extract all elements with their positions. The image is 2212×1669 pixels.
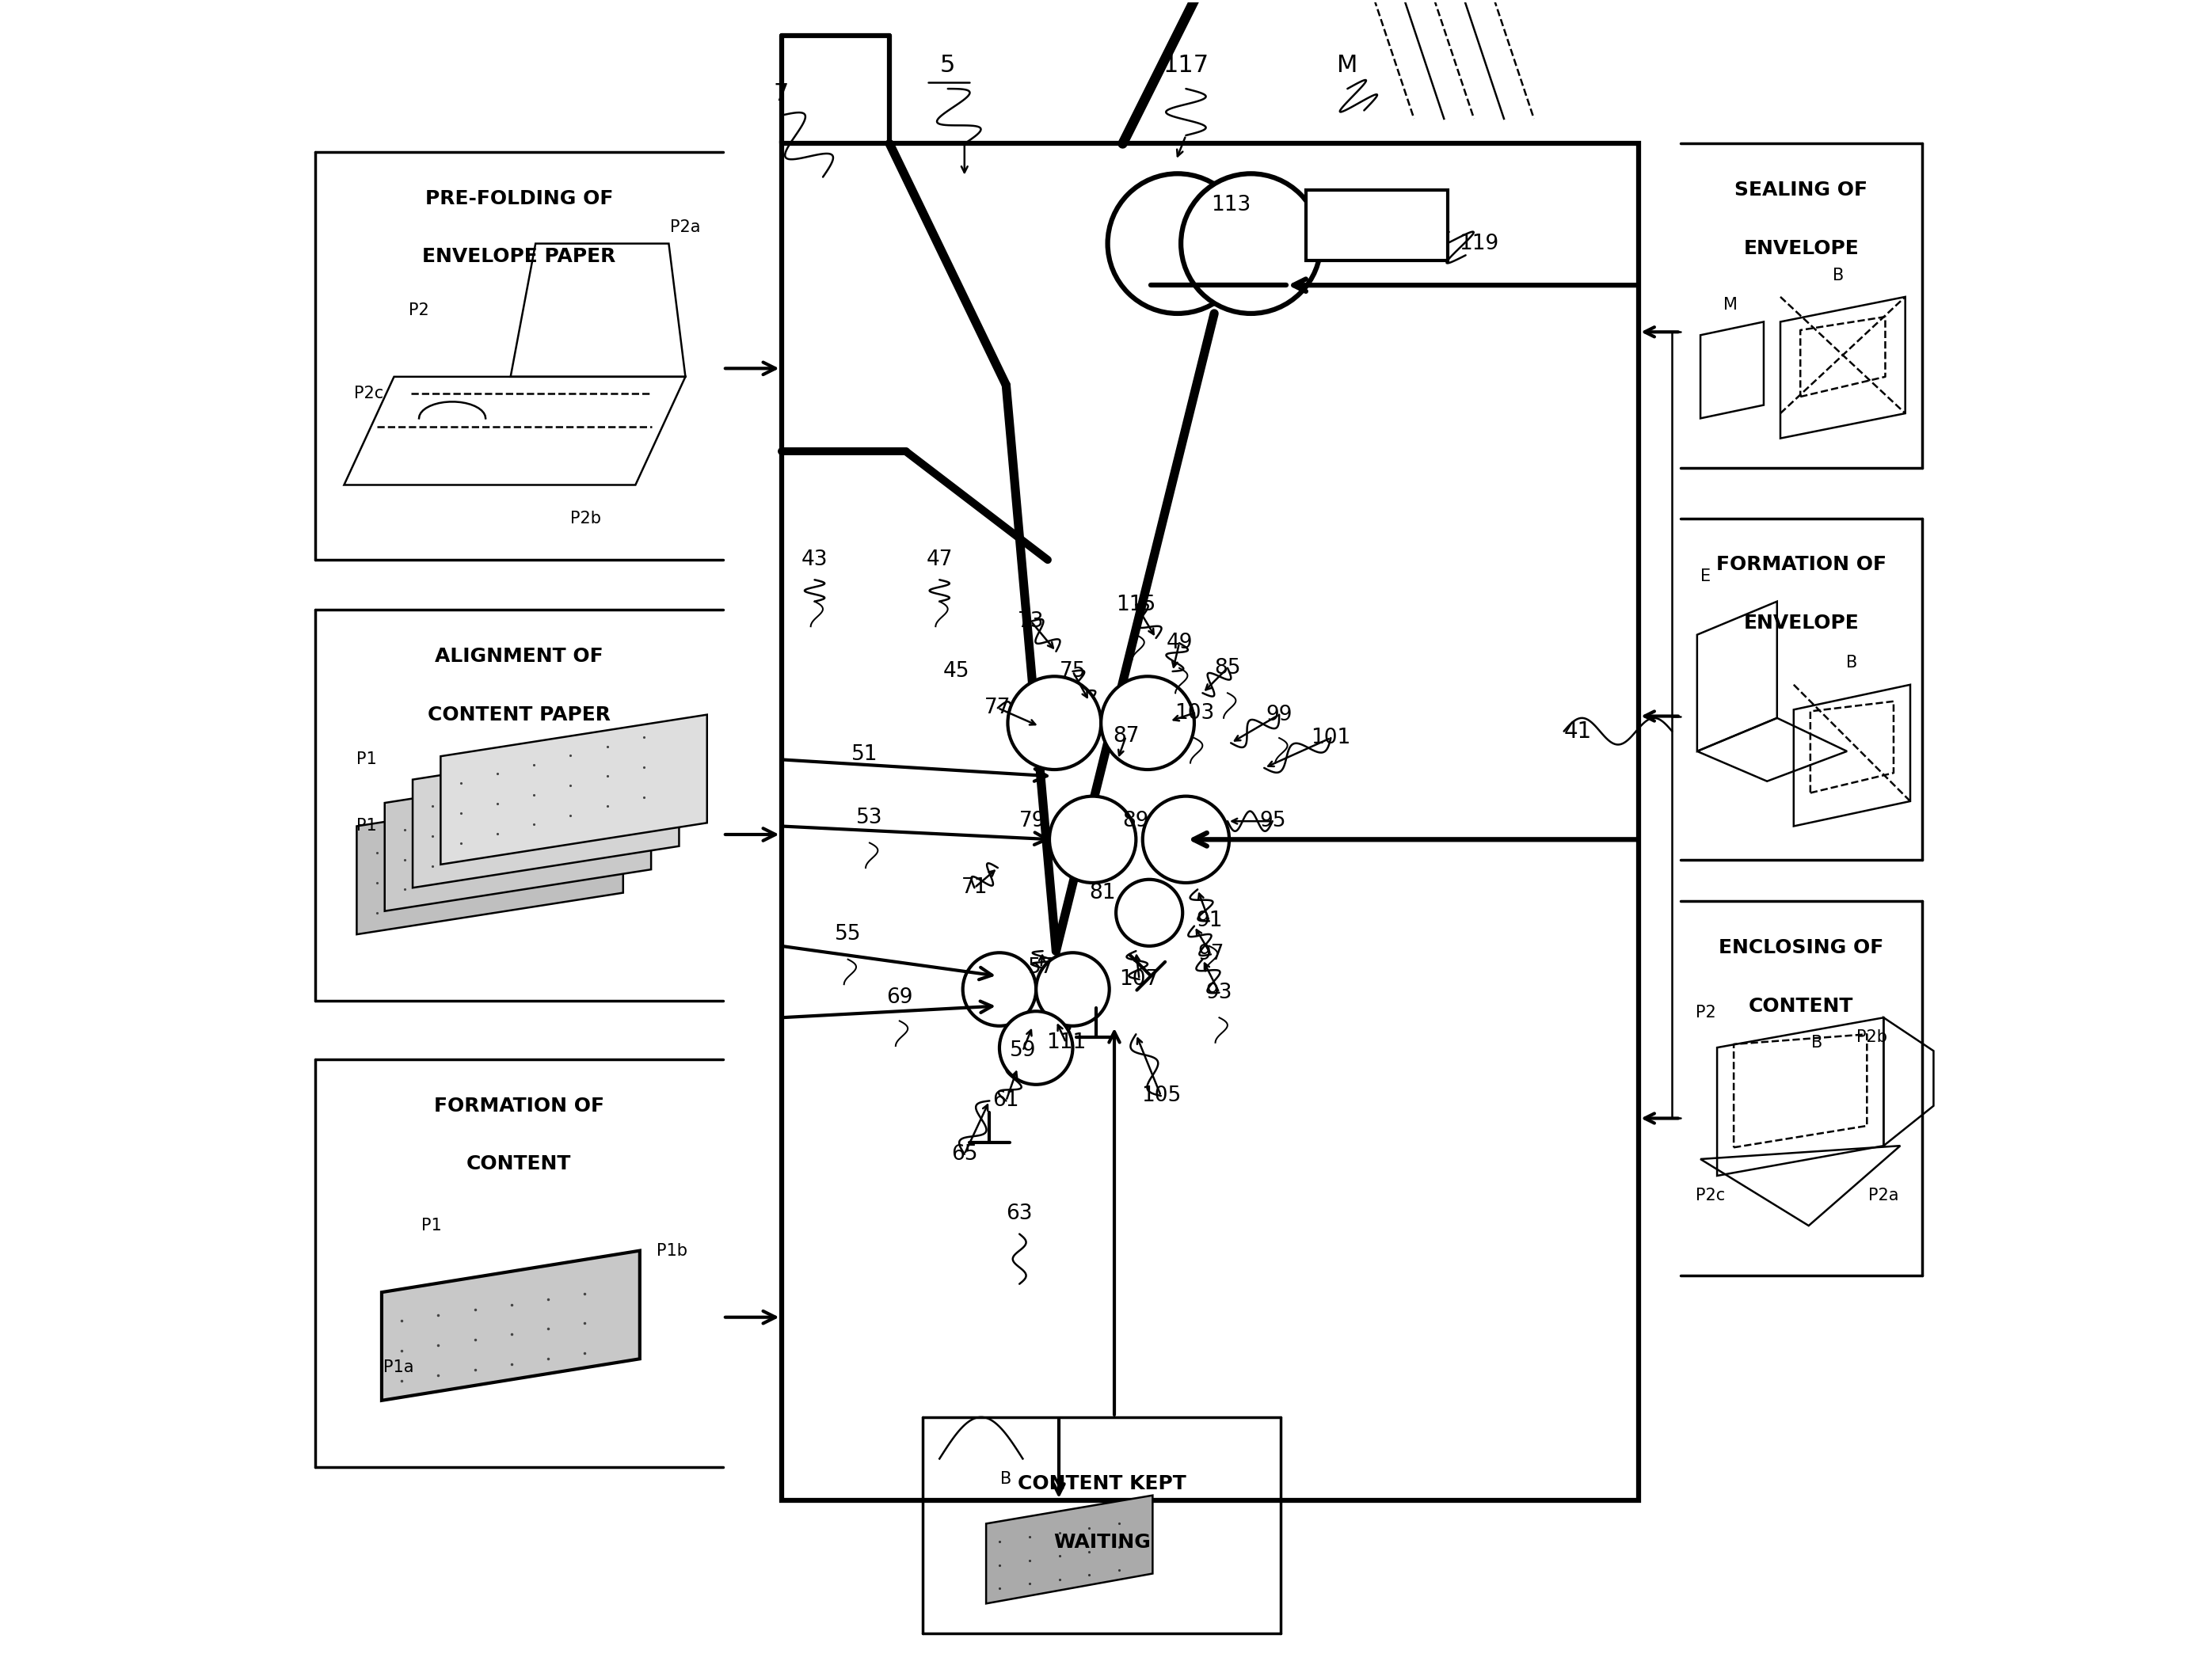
Text: 77: 77 xyxy=(984,698,1011,718)
Text: 69: 69 xyxy=(887,988,914,1008)
Text: 93: 93 xyxy=(1206,983,1232,1003)
Text: CONTENT KEPT: CONTENT KEPT xyxy=(1018,1474,1186,1494)
Text: P2: P2 xyxy=(1694,1005,1717,1020)
Bar xyxy=(781,144,1639,1500)
Text: 43: 43 xyxy=(801,549,827,571)
Text: 119: 119 xyxy=(1460,234,1500,254)
Circle shape xyxy=(1108,174,1248,314)
Text: 97: 97 xyxy=(1197,945,1223,965)
Text: WAITING: WAITING xyxy=(1053,1532,1150,1552)
Text: 61: 61 xyxy=(993,1090,1020,1112)
Polygon shape xyxy=(385,761,650,911)
Text: P2a: P2a xyxy=(1869,1188,1898,1203)
Text: 103: 103 xyxy=(1175,703,1214,723)
Text: E: E xyxy=(1701,569,1710,584)
Text: 85: 85 xyxy=(1214,658,1241,678)
Text: CONTENT PAPER: CONTENT PAPER xyxy=(427,704,611,724)
Text: 101: 101 xyxy=(1312,728,1352,748)
Text: M: M xyxy=(1336,53,1358,77)
Text: P1: P1 xyxy=(356,818,376,834)
Text: P1: P1 xyxy=(356,751,376,768)
Text: PRE-FOLDING OF: PRE-FOLDING OF xyxy=(425,189,613,209)
Text: 59: 59 xyxy=(1009,1040,1035,1061)
Bar xyxy=(1305,190,1447,260)
Circle shape xyxy=(1035,953,1110,1026)
Circle shape xyxy=(1181,174,1321,314)
Text: P2a: P2a xyxy=(670,219,701,235)
Text: 81: 81 xyxy=(1088,883,1115,903)
Circle shape xyxy=(1048,796,1137,883)
Text: ENVELOPE: ENVELOPE xyxy=(1743,239,1858,259)
Text: P2b: P2b xyxy=(1856,1030,1887,1045)
Text: P1a: P1a xyxy=(383,1359,414,1375)
Text: P2: P2 xyxy=(409,302,429,319)
Polygon shape xyxy=(440,714,708,865)
Text: 7: 7 xyxy=(774,82,790,105)
Text: P2c: P2c xyxy=(354,386,383,401)
Text: ENVELOPE: ENVELOPE xyxy=(1743,614,1858,633)
Text: 107: 107 xyxy=(1119,970,1159,990)
Text: FORMATION OF: FORMATION OF xyxy=(434,1097,604,1115)
Circle shape xyxy=(1009,676,1102,769)
Circle shape xyxy=(1000,1011,1073,1085)
Text: 115: 115 xyxy=(1117,594,1157,616)
Text: P2c: P2c xyxy=(1697,1188,1725,1203)
Text: P1: P1 xyxy=(422,1218,442,1233)
Text: 45: 45 xyxy=(942,661,969,681)
Text: 117: 117 xyxy=(1164,53,1210,77)
Text: M: M xyxy=(1723,297,1736,314)
Text: ENVELOPE PAPER: ENVELOPE PAPER xyxy=(422,247,615,267)
Text: 51: 51 xyxy=(852,744,878,764)
Text: B: B xyxy=(1834,267,1845,284)
Text: 111: 111 xyxy=(1046,1033,1086,1053)
Text: 105: 105 xyxy=(1141,1085,1181,1107)
Text: 65: 65 xyxy=(951,1143,978,1165)
Text: 53: 53 xyxy=(856,808,883,828)
Text: 75: 75 xyxy=(1060,661,1086,681)
Text: B: B xyxy=(1847,656,1858,671)
Polygon shape xyxy=(383,1250,639,1400)
Circle shape xyxy=(1102,676,1194,769)
Text: ALIGNMENT OF: ALIGNMENT OF xyxy=(436,648,604,666)
Text: CONTENT: CONTENT xyxy=(1750,996,1854,1015)
Text: P1b: P1b xyxy=(657,1243,688,1258)
Text: 99: 99 xyxy=(1265,704,1292,724)
Polygon shape xyxy=(987,1495,1152,1604)
Circle shape xyxy=(962,953,1035,1026)
Text: ENCLOSING OF: ENCLOSING OF xyxy=(1719,938,1885,958)
Text: 5: 5 xyxy=(940,53,956,77)
Text: 91: 91 xyxy=(1197,911,1223,931)
Text: 41: 41 xyxy=(1564,721,1593,743)
Text: CONTENT: CONTENT xyxy=(467,1155,571,1173)
Text: 89: 89 xyxy=(1124,811,1150,831)
Polygon shape xyxy=(356,784,624,935)
Text: 63: 63 xyxy=(1006,1203,1033,1225)
Text: P2b: P2b xyxy=(571,511,602,526)
Text: B: B xyxy=(1000,1470,1011,1487)
Text: 79: 79 xyxy=(1020,811,1046,831)
Text: 113: 113 xyxy=(1210,195,1250,215)
Text: FORMATION OF: FORMATION OF xyxy=(1717,556,1887,574)
Text: 87: 87 xyxy=(1113,726,1139,746)
Circle shape xyxy=(1117,880,1183,946)
Text: 57: 57 xyxy=(1029,958,1055,978)
Circle shape xyxy=(1144,796,1230,883)
Text: 49: 49 xyxy=(1166,633,1192,653)
Text: 55: 55 xyxy=(834,925,860,945)
Text: SEALING OF: SEALING OF xyxy=(1734,180,1867,200)
Text: B: B xyxy=(1812,1035,1823,1050)
Text: 47: 47 xyxy=(927,549,953,571)
Text: 71: 71 xyxy=(962,878,989,898)
Polygon shape xyxy=(414,738,679,888)
Text: 95: 95 xyxy=(1259,811,1285,831)
Text: 73: 73 xyxy=(1018,611,1044,633)
